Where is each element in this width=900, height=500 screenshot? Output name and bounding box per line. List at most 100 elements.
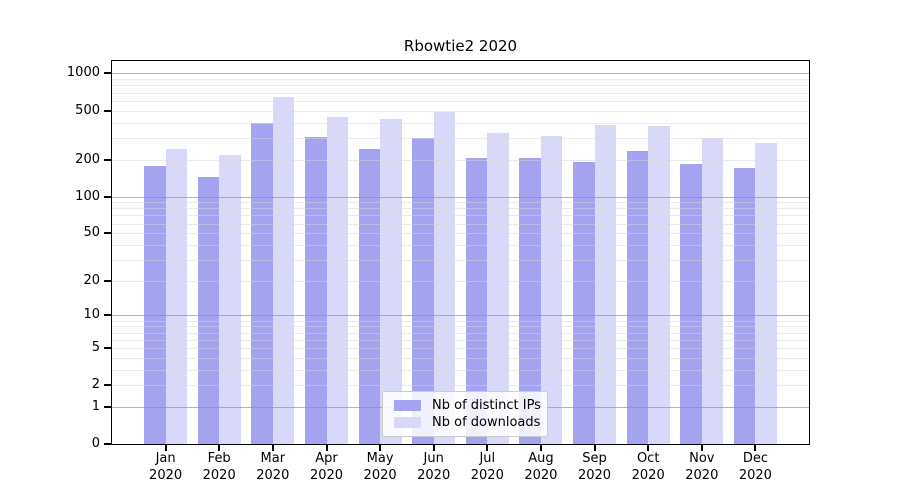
gridline-700 [112, 92, 809, 94]
y-tick-label: 1000 [66, 65, 100, 81]
gridline-3 [112, 369, 809, 371]
bar-downloads-aug [540, 135, 563, 444]
bar-distinct-ips-nov [680, 164, 702, 444]
y-tick-mark [104, 109, 111, 112]
y-tick-label: 500 [75, 102, 100, 118]
gridline-300 [112, 137, 809, 139]
y-tick-label: 100 [75, 188, 100, 204]
x-tick-label-aug: Aug 2020 [524, 451, 558, 483]
gridline-5 [112, 347, 809, 349]
bar-downloads-mar [272, 96, 295, 444]
x-tick-mark [218, 444, 221, 451]
y-tick-label: 50 [83, 225, 100, 241]
x-tick-mark [647, 444, 650, 451]
x-tick-label-oct: Oct 2020 [631, 451, 665, 483]
gridline-7 [112, 332, 809, 334]
y-tick-mark [104, 384, 111, 387]
gridline-800 [112, 85, 809, 87]
bar-distinct-ips-mar [251, 123, 273, 444]
x-tick-mark [325, 444, 328, 451]
x-tick-label-may: May 2020 [363, 451, 397, 483]
bar-distinct-ips-feb [197, 177, 220, 444]
gridline-8 [112, 326, 809, 328]
y-tick-label: 200 [75, 151, 100, 167]
y-tick-mark [104, 405, 111, 408]
gridline-500 [112, 110, 809, 112]
bar-downloads-jan [165, 149, 188, 444]
bar-downloads-feb [219, 155, 241, 444]
gridline-600 [112, 100, 809, 102]
x-tick-mark [432, 444, 435, 451]
y-tick-label: 20 [83, 272, 100, 288]
gridline-100 [112, 196, 809, 198]
y-tick-mark [104, 279, 111, 282]
bar-distinct-ips-jan [144, 166, 166, 444]
gridline-400 [112, 122, 809, 124]
gridline-1000 [112, 73, 809, 75]
y-tick-label: 0 [91, 436, 100, 451]
gridline-60 [112, 223, 809, 225]
gridline-2 [112, 385, 809, 387]
y-tick-mark [104, 195, 111, 198]
bar-downloads-sep [594, 125, 616, 444]
x-tick-label-jun: Jun 2020 [417, 451, 451, 483]
y-tick-label: 10 [83, 307, 100, 323]
y-tick-mark [104, 443, 111, 445]
gridline-4 [112, 357, 809, 359]
plot-area: Nb of distinct IPs Nb of downloads [111, 60, 810, 445]
gridline-90 [112, 202, 809, 204]
x-tick-mark [539, 444, 542, 451]
legend-label: Nb of downloads [432, 415, 541, 430]
gridline-10 [112, 315, 809, 317]
chart-title: Rbowtie2 2020 [403, 37, 518, 55]
gridline-6 [112, 339, 809, 341]
legend-entry: Nb of downloads [394, 414, 547, 431]
y-tick-mark [104, 314, 111, 317]
bar-downloads-oct [648, 125, 670, 444]
x-tick-mark [754, 444, 757, 451]
legend: Nb of distinct IPs Nb of downloads [382, 391, 548, 437]
x-tick-label-nov: Nov 2020 [685, 451, 719, 483]
bar-downloads-nov [701, 137, 724, 444]
bar-distinct-ips-sep [573, 162, 595, 444]
x-tick-label-jan: Jan 2020 [149, 451, 183, 483]
gridline-80 [112, 208, 809, 210]
bar-distinct-ips-oct [626, 150, 649, 444]
gridline-20 [112, 280, 809, 282]
gridline-70 [112, 215, 809, 217]
bar-downloads-jul [487, 133, 509, 444]
legend-swatch-distinct-ips [394, 400, 421, 411]
x-tick-mark [164, 444, 167, 451]
bar-downloads-jun [433, 111, 456, 444]
x-tick-label-feb: Feb 2020 [202, 451, 236, 483]
bar-distinct-ips-may [358, 148, 381, 444]
x-tick-label-mar: Mar 2020 [256, 451, 290, 483]
bar-distinct-ips-aug [519, 157, 541, 444]
y-tick-label: 2 [91, 377, 100, 393]
gridline-30 [112, 259, 809, 261]
y-tick-mark [104, 346, 111, 349]
bar-distinct-ips-apr [305, 136, 327, 444]
bar-distinct-ips-jul [465, 158, 488, 444]
y-tick-label: 5 [91, 339, 100, 355]
legend-entry: Nb of distinct IPs [394, 397, 547, 414]
gridline-9 [112, 320, 809, 322]
x-tick-label-jul: Jul 2020 [470, 451, 504, 483]
y-tick-mark [104, 232, 111, 235]
legend-swatch-downloads [394, 417, 421, 428]
y-tick-label: 1 [91, 398, 100, 414]
x-tick-label-apr: Apr 2020 [309, 451, 344, 483]
y-tick-mark [104, 158, 111, 161]
x-tick-label-sep: Sep 2020 [577, 451, 612, 483]
bar-distinct-ips-dec [733, 167, 756, 444]
legend-label: Nb of distinct IPs [432, 398, 541, 413]
bar-downloads-dec [755, 143, 777, 444]
bar-downloads-apr [326, 117, 348, 444]
x-tick-mark [379, 444, 382, 451]
gridline-200 [112, 159, 809, 161]
x-tick-mark [593, 444, 596, 451]
gridline-50 [112, 233, 809, 235]
x-tick-mark [700, 444, 703, 451]
x-tick-mark [486, 444, 489, 451]
